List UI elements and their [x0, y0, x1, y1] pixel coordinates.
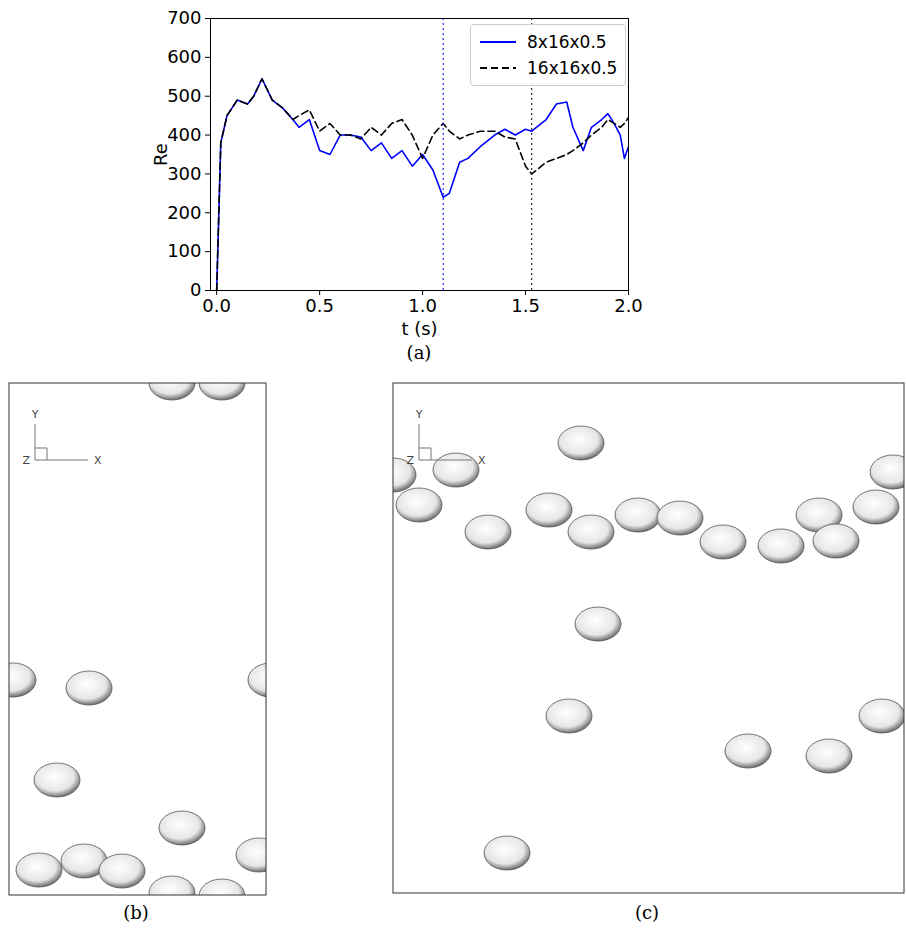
svg-text:400: 400	[167, 124, 201, 145]
svg-text:Y: Y	[415, 408, 423, 421]
svg-text:300: 300	[167, 163, 201, 184]
svg-text:100: 100	[167, 240, 201, 261]
svg-text:1.5: 1.5	[511, 295, 540, 316]
html-text:(b): (b)	[123, 902, 149, 923]
svg-text:Z: Z	[22, 454, 30, 467]
svg-text:X: X	[94, 454, 102, 467]
svg-text:X: X	[478, 454, 486, 467]
svg-text:700: 700	[167, 7, 201, 28]
svg-text:200: 200	[167, 202, 201, 223]
svg-text:2.0: 2.0	[614, 295, 643, 316]
html-text:(a): (a)	[406, 342, 432, 363]
html-text:8x16x0.5: 8x16x0.5	[527, 32, 607, 52]
svg-text:Re: Re	[150, 143, 171, 166]
svg-text:0.5: 0.5	[305, 295, 334, 316]
svg-text:t (s): t (s)	[401, 318, 437, 339]
svg-text:0: 0	[190, 279, 201, 300]
svg-text:0.0: 0.0	[202, 295, 231, 316]
svg-text:500: 500	[167, 85, 201, 106]
html-text:16x16x0.5: 16x16x0.5	[527, 58, 618, 78]
svg-text:Z: Z	[406, 454, 414, 467]
svg-text:1.0: 1.0	[408, 295, 437, 316]
html-text:(c): (c)	[634, 902, 660, 923]
svg-text:Y: Y	[31, 408, 39, 421]
svg-text:600: 600	[167, 46, 201, 67]
